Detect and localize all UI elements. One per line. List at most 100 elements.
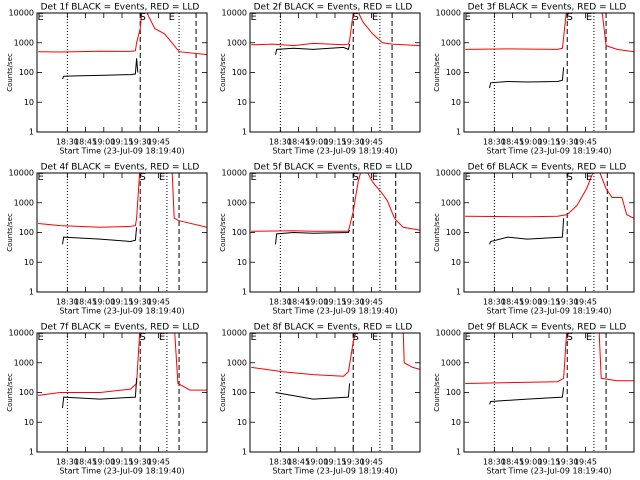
annotation: E (250, 172, 256, 183)
y-tick-label: 10 (237, 98, 247, 107)
y-tick-label: 100 (19, 68, 34, 77)
y-tick-label: 1000 (14, 358, 34, 367)
y-tick-label: 100 (19, 388, 34, 397)
chart-title: Det 8f BLACK = Events, RED = LLD (254, 323, 413, 333)
x-tick-label: 19:45 (360, 458, 383, 467)
y-tick-label: 10 (451, 98, 461, 107)
x-tick-label: 18:30 (56, 138, 79, 147)
series-line (38, 13, 207, 56)
y-tick-label: 1 (29, 448, 34, 457)
x-axis-label: Start Time (23-Jul-09 18:19:40) (59, 467, 184, 476)
x-tick-label: 19:30 (129, 298, 152, 307)
x-tick-label: 19:00 (305, 298, 328, 307)
annotation: S (352, 172, 358, 183)
x-tick-label: 18:45 (501, 298, 524, 307)
series-line (465, 173, 634, 219)
panel: Det 3f BLACK = Events, RED = LLD Counts/s… (433, 3, 635, 156)
x-tick-label: 19:15 (537, 138, 560, 147)
x-axis-label: Start Time (23-Jul-09 18:19:40) (486, 147, 611, 156)
y-tick-label: 1000 (441, 198, 461, 207)
x-axis-label: Start Time (23-Jul-09 18:19:40) (486, 307, 611, 316)
annotation: E (37, 12, 43, 23)
annotation: S (566, 172, 572, 183)
annotation: E (37, 172, 43, 183)
x-tick-label: 18:30 (56, 458, 79, 467)
y-tick-label: 10000 (9, 9, 34, 18)
annotation: E (586, 12, 592, 23)
annotation: E (159, 332, 165, 343)
x-tick-label: 19:30 (556, 458, 579, 467)
panel: Det 1f BLACK = Events, RED = LLD Counts/s… (6, 3, 208, 156)
y-tick-label: 100 (446, 228, 461, 237)
x-tick-label: 19:00 (519, 298, 542, 307)
y-tick-label: 10000 (436, 9, 461, 18)
x-tick-label: 19:15 (537, 298, 560, 307)
y-tick-label: 100 (232, 228, 247, 237)
chart-title: Det 5f BLACK = Events, RED = LLD (254, 163, 413, 173)
x-tick-label: 19:30 (556, 138, 579, 147)
panel: Det 9f BLACK = Events, RED = LLD Counts/s… (433, 323, 635, 476)
annotation: E (169, 12, 175, 23)
x-tick-label: 18:45 (74, 298, 97, 307)
x-tick-label: 19:45 (574, 138, 597, 147)
x-tick-label: 19:00 (305, 458, 328, 467)
y-tick-label: 100 (232, 68, 247, 77)
annotation: E (464, 332, 470, 343)
x-axis-label: Start Time (23-Jul-09 18:19:40) (272, 307, 397, 316)
y-tick-label: 1 (29, 288, 34, 297)
y-tick-label: 1000 (441, 38, 461, 47)
x-tick-label: 18:30 (483, 458, 506, 467)
x-axis-label: Start Time (23-Jul-09 18:19:40) (272, 147, 397, 156)
y-tick-label: 1 (242, 128, 247, 137)
plot-frame (463, 12, 635, 133)
plot-frame (463, 172, 635, 293)
x-tick-label: 19:45 (574, 458, 597, 467)
y-tick-label: 10000 (9, 329, 34, 338)
annotation: E (586, 332, 592, 343)
y-tick-label: 1 (456, 448, 461, 457)
x-tick-label: 19:30 (129, 458, 152, 467)
plot-frame (249, 12, 421, 133)
panel: Det 6f BLACK = Events, RED = LLD Counts/s… (433, 163, 635, 316)
chart-title: Det 9f BLACK = Events, RED = LLD (468, 323, 627, 333)
annotation: E (37, 332, 43, 343)
x-tick-label: 19:45 (147, 138, 170, 147)
y-axis-label: Counts/sec (219, 213, 227, 252)
y-tick-label: 1 (29, 128, 34, 137)
y-tick-label: 100 (232, 388, 247, 397)
y-axis-label: Counts/sec (433, 373, 441, 412)
x-tick-label: 18:45 (287, 298, 310, 307)
y-tick-label: 10 (24, 418, 34, 427)
y-tick-label: 10 (451, 258, 461, 267)
series-line (62, 227, 138, 245)
y-tick-label: 10 (24, 258, 34, 267)
plot-frame (36, 332, 208, 453)
y-tick-label: 10000 (9, 169, 34, 178)
x-axis-label: Start Time (23-Jul-09 18:19:40) (486, 467, 611, 476)
chart-title: Det 2f BLACK = Events, RED = LLD (254, 3, 413, 13)
y-tick-label: 1000 (441, 358, 461, 367)
y-tick-label: 100 (446, 388, 461, 397)
x-axis-label: Start Time (23-Jul-09 18:19:40) (59, 147, 184, 156)
chart-title: Det 3f BLACK = Events, RED = LLD (468, 3, 627, 13)
y-tick-label: 10 (237, 258, 247, 267)
y-tick-label: 10 (24, 98, 34, 107)
x-tick-label: 19:30 (129, 138, 152, 147)
panel: Det 7f BLACK = Events, RED = LLD Counts/s… (6, 323, 208, 476)
annotation: E (372, 12, 378, 23)
x-tick-label: 18:30 (269, 458, 292, 467)
x-tick-label: 19:30 (342, 138, 365, 147)
plot-frame (36, 172, 208, 293)
x-tick-label: 19:15 (110, 298, 133, 307)
chart-title: Det 6f BLACK = Events, RED = LLD (468, 163, 627, 173)
annotation: E (372, 332, 378, 343)
annotation: S (139, 12, 145, 23)
y-tick-label: 1000 (227, 358, 247, 367)
y-tick-label: 100 (446, 68, 461, 77)
series-line (275, 229, 351, 245)
y-tick-label: 1 (456, 128, 461, 137)
annotation: E (464, 12, 470, 23)
panel: Det 2f BLACK = Events, RED = LLD Counts/s… (219, 3, 421, 156)
